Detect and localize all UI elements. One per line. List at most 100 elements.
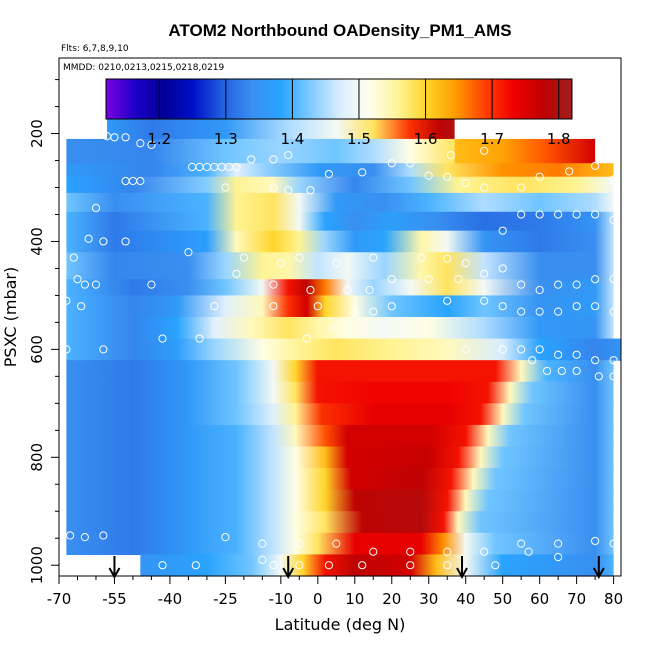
sample-point [443,296,452,305]
arrow-marker [282,556,295,580]
sample-point [480,547,489,556]
sample-point [524,547,533,556]
sample-point [184,248,193,257]
sample-point [535,210,544,219]
x-axis-label: Latitude (deg N) [275,615,406,634]
sample-point [498,302,507,311]
sample-point [332,539,341,548]
sample-point [276,258,285,268]
heatmap-band [66,338,622,361]
x-tick-label: 60 [530,590,549,608]
sample-point [554,307,563,316]
sample-point [99,345,108,354]
sample-point [517,539,526,548]
heatmap-band [66,211,614,232]
sample-point [517,280,526,289]
sample-point [406,561,415,570]
x-tick-label: 20 [382,590,401,608]
colorbar-tick-label: 1.3 [214,130,238,148]
colorbar-tick-label: 1.7 [480,130,504,148]
sample-point [80,280,89,289]
data-points [62,132,618,570]
sample-point [609,356,618,365]
sample-point [517,183,526,192]
sample-point [609,215,618,224]
sample-point [269,183,278,192]
sample-point [542,366,552,376]
sample-point [210,302,219,311]
arrow-marker [456,556,468,580]
sample-point [461,179,470,188]
sample-point [258,539,267,548]
sample-point [609,175,618,184]
arrow-marker [108,556,121,580]
sample-point [406,547,415,556]
heatmap-layer [66,116,622,577]
colorbar-tick-label: 1.4 [280,130,304,148]
sample-point [554,280,563,289]
heatmap-band [66,138,455,164]
sample-point [73,275,82,284]
sample-point [424,275,433,284]
sample-point [91,280,101,289]
sample-point [461,345,470,354]
sample-point [572,302,581,311]
sample-point [147,140,156,149]
sample-point [498,226,507,235]
dates-label: MMDD: 0210,0213,0215,0218,0219 [63,63,225,73]
sample-point [306,285,315,295]
sample-point [517,307,526,316]
sample-point [517,210,526,219]
sample-point [535,345,544,354]
sample-point [517,345,526,354]
sample-point [387,159,396,168]
heatmap-band [66,381,614,404]
heatmap-band [66,360,614,383]
sample-point [136,139,145,148]
heatmap-band [66,192,614,213]
sample-point [332,323,341,332]
sample-point [443,547,452,556]
heatmap-band [66,230,614,253]
sample-point [554,539,563,548]
sample-point [158,334,167,343]
heatmap-band [66,489,614,512]
heatmap-band [66,468,614,491]
sample-point [239,253,248,262]
sample-point [221,183,230,192]
sample-point [528,356,537,365]
sample-point [498,345,507,354]
sample-point [535,285,544,295]
sample-point [313,302,322,311]
sample-point [387,302,396,311]
sample-point [343,285,352,295]
heatmap-band [66,176,614,194]
heatmap-band [66,511,614,534]
x-tick-label: -70 [47,590,72,608]
sample-point [295,539,304,548]
sample-point [498,264,507,273]
sample-point [443,172,452,181]
sample-point [609,372,618,381]
sample-point [446,151,456,160]
sample-point [424,171,433,180]
sample-point [535,172,544,181]
sample-point [554,553,563,562]
y-tick-label: 400 [28,227,46,256]
sample-point [609,275,618,284]
sample-point [121,133,130,142]
sample-point [591,161,600,171]
sample-point [358,561,367,570]
sample-point [572,210,581,219]
sample-point [591,275,600,284]
heatmap-band [107,116,455,140]
heatmap-band [66,446,614,469]
sample-point [65,531,75,540]
heatmap-band [454,138,596,164]
heatmap-band [66,279,614,297]
x-tick-label: 40 [456,590,475,608]
sample-point [121,237,130,246]
sample-point [387,275,396,284]
heatmap-band [66,295,614,318]
x-tick-label: -25 [213,590,238,608]
